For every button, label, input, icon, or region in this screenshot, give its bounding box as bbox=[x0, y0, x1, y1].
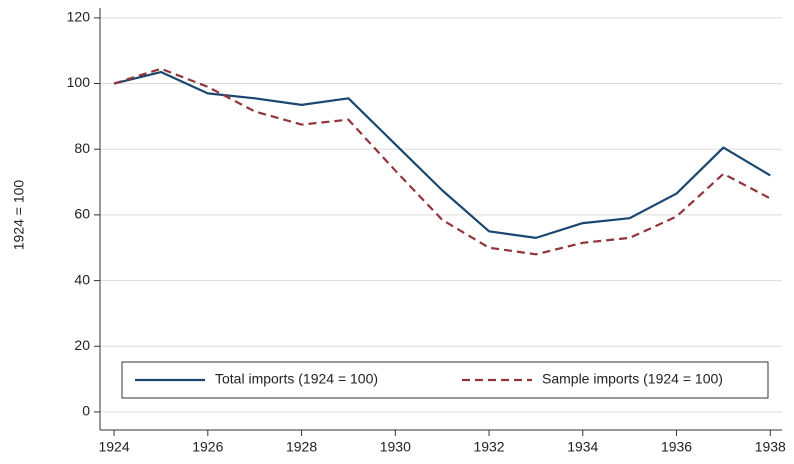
x-tick-label: 1936 bbox=[661, 439, 692, 455]
series-line bbox=[113, 67, 771, 256]
x-tick-label: 1934 bbox=[567, 439, 598, 455]
y-tick-label: 120 bbox=[67, 9, 91, 25]
y-tick-label: 20 bbox=[74, 337, 90, 353]
x-tick-label: 1932 bbox=[473, 439, 504, 455]
y-tick-label: 60 bbox=[74, 206, 90, 222]
x-tick-label: 1938 bbox=[755, 439, 786, 455]
y-tick-label: 100 bbox=[67, 74, 91, 90]
legend-label: Sample imports (1924 = 100) bbox=[542, 371, 723, 387]
y-tick-label: 80 bbox=[74, 140, 90, 156]
y-axis-label: 1924 = 100 bbox=[11, 180, 27, 251]
y-tick-label: 0 bbox=[82, 403, 90, 419]
x-tick-label: 1928 bbox=[286, 439, 317, 455]
legend-label: Total imports (1924 = 100) bbox=[215, 371, 378, 387]
y-tick-label: 40 bbox=[74, 271, 90, 287]
series-line bbox=[113, 70, 771, 239]
x-tick-label: 1926 bbox=[192, 439, 223, 455]
x-tick-label: 1930 bbox=[380, 439, 411, 455]
x-tick-label: 1924 bbox=[98, 439, 129, 455]
legend-box bbox=[121, 361, 769, 399]
